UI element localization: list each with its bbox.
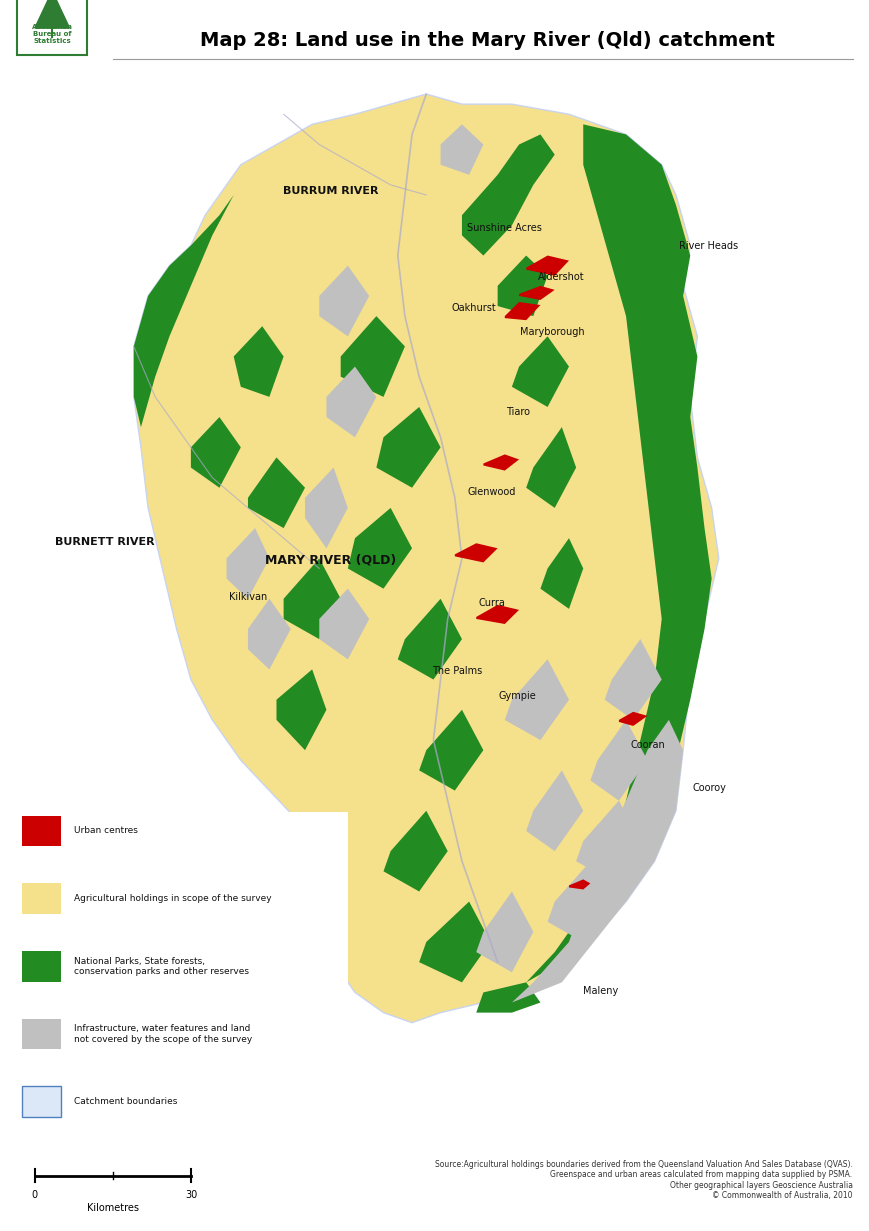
Polygon shape xyxy=(511,720,682,1002)
Polygon shape xyxy=(248,458,305,528)
Polygon shape xyxy=(526,771,582,851)
Polygon shape xyxy=(504,660,568,740)
Text: Maleny: Maleny xyxy=(582,986,617,996)
Polygon shape xyxy=(440,124,483,175)
Polygon shape xyxy=(134,165,255,427)
Polygon shape xyxy=(276,670,326,750)
Polygon shape xyxy=(511,336,568,407)
Text: Oakhurst: Oakhurst xyxy=(451,303,496,313)
Bar xyxy=(22,816,61,847)
Text: Aldershot: Aldershot xyxy=(537,272,584,282)
Polygon shape xyxy=(319,266,368,336)
Polygon shape xyxy=(526,256,568,276)
Text: Cooran: Cooran xyxy=(630,740,665,750)
Text: Urban centres: Urban centres xyxy=(74,826,137,836)
Text: Cooroy: Cooroy xyxy=(692,783,725,793)
Polygon shape xyxy=(383,811,448,891)
Polygon shape xyxy=(419,710,483,790)
Polygon shape xyxy=(419,901,490,982)
Polygon shape xyxy=(319,588,368,660)
Polygon shape xyxy=(475,604,519,624)
Polygon shape xyxy=(590,720,647,800)
Polygon shape xyxy=(35,0,70,28)
Bar xyxy=(22,884,61,913)
Polygon shape xyxy=(547,862,611,942)
FancyBboxPatch shape xyxy=(17,812,348,1133)
Polygon shape xyxy=(248,598,290,670)
Text: Curra: Curra xyxy=(478,598,504,608)
Polygon shape xyxy=(526,124,711,982)
Polygon shape xyxy=(234,326,283,396)
Text: National Parks, State forests,
conservation parks and other reserves: National Parks, State forests, conservat… xyxy=(74,956,249,976)
Polygon shape xyxy=(618,712,647,726)
Text: Australian
Bureau of
Statistics: Australian Bureau of Statistics xyxy=(32,25,72,44)
Bar xyxy=(22,1019,61,1049)
Text: Gympie: Gympie xyxy=(498,691,536,700)
Polygon shape xyxy=(475,982,540,1013)
Text: Maryborough: Maryborough xyxy=(520,327,584,337)
Bar xyxy=(22,1087,61,1118)
Text: Kilometres: Kilometres xyxy=(87,1203,139,1213)
Polygon shape xyxy=(461,134,554,256)
Polygon shape xyxy=(497,256,547,316)
Polygon shape xyxy=(540,538,582,609)
Polygon shape xyxy=(575,800,640,881)
Text: BURNETT RIVER: BURNETT RIVER xyxy=(55,537,154,547)
Polygon shape xyxy=(376,407,440,487)
Text: Glenwood: Glenwood xyxy=(467,487,515,497)
Polygon shape xyxy=(568,879,590,890)
Text: 0: 0 xyxy=(31,1190,38,1200)
FancyBboxPatch shape xyxy=(17,0,87,55)
Polygon shape xyxy=(134,94,718,1023)
Text: Sunshine Acres: Sunshine Acres xyxy=(467,223,541,233)
Text: Tiaro: Tiaro xyxy=(505,407,529,417)
Polygon shape xyxy=(326,367,376,437)
Polygon shape xyxy=(483,454,519,470)
Text: Agricultural holdings in scope of the survey: Agricultural holdings in scope of the su… xyxy=(74,894,271,904)
Polygon shape xyxy=(604,639,661,720)
Polygon shape xyxy=(226,528,269,598)
Text: River Heads: River Heads xyxy=(679,241,738,251)
Polygon shape xyxy=(519,286,554,300)
Polygon shape xyxy=(454,543,497,563)
Text: Map 28: Land use in the Mary River (Qld) catchment: Map 28: Land use in the Mary River (Qld)… xyxy=(200,31,773,49)
Text: Catchment boundaries: Catchment boundaries xyxy=(74,1097,177,1107)
Text: MARY RIVER (QLD): MARY RIVER (QLD) xyxy=(265,554,395,566)
Text: BURRUM RIVER: BURRUM RIVER xyxy=(282,186,378,196)
Text: The Palms: The Palms xyxy=(431,666,481,676)
Text: 30: 30 xyxy=(185,1190,197,1200)
Polygon shape xyxy=(504,302,540,320)
Polygon shape xyxy=(475,891,533,972)
Bar xyxy=(22,952,61,982)
Polygon shape xyxy=(305,468,348,548)
Polygon shape xyxy=(283,559,341,639)
Polygon shape xyxy=(190,417,241,487)
Text: Source:Agricultural holdings boundaries derived from the Queensland Valuation An: Source:Agricultural holdings boundaries … xyxy=(434,1160,852,1200)
Polygon shape xyxy=(348,508,412,588)
Polygon shape xyxy=(397,598,461,680)
Text: Kilkivan: Kilkivan xyxy=(229,592,267,602)
Text: Infrastructure, water features and land
not covered by the scope of the survey: Infrastructure, water features and land … xyxy=(74,1024,252,1044)
Polygon shape xyxy=(526,427,575,508)
Polygon shape xyxy=(341,316,404,396)
